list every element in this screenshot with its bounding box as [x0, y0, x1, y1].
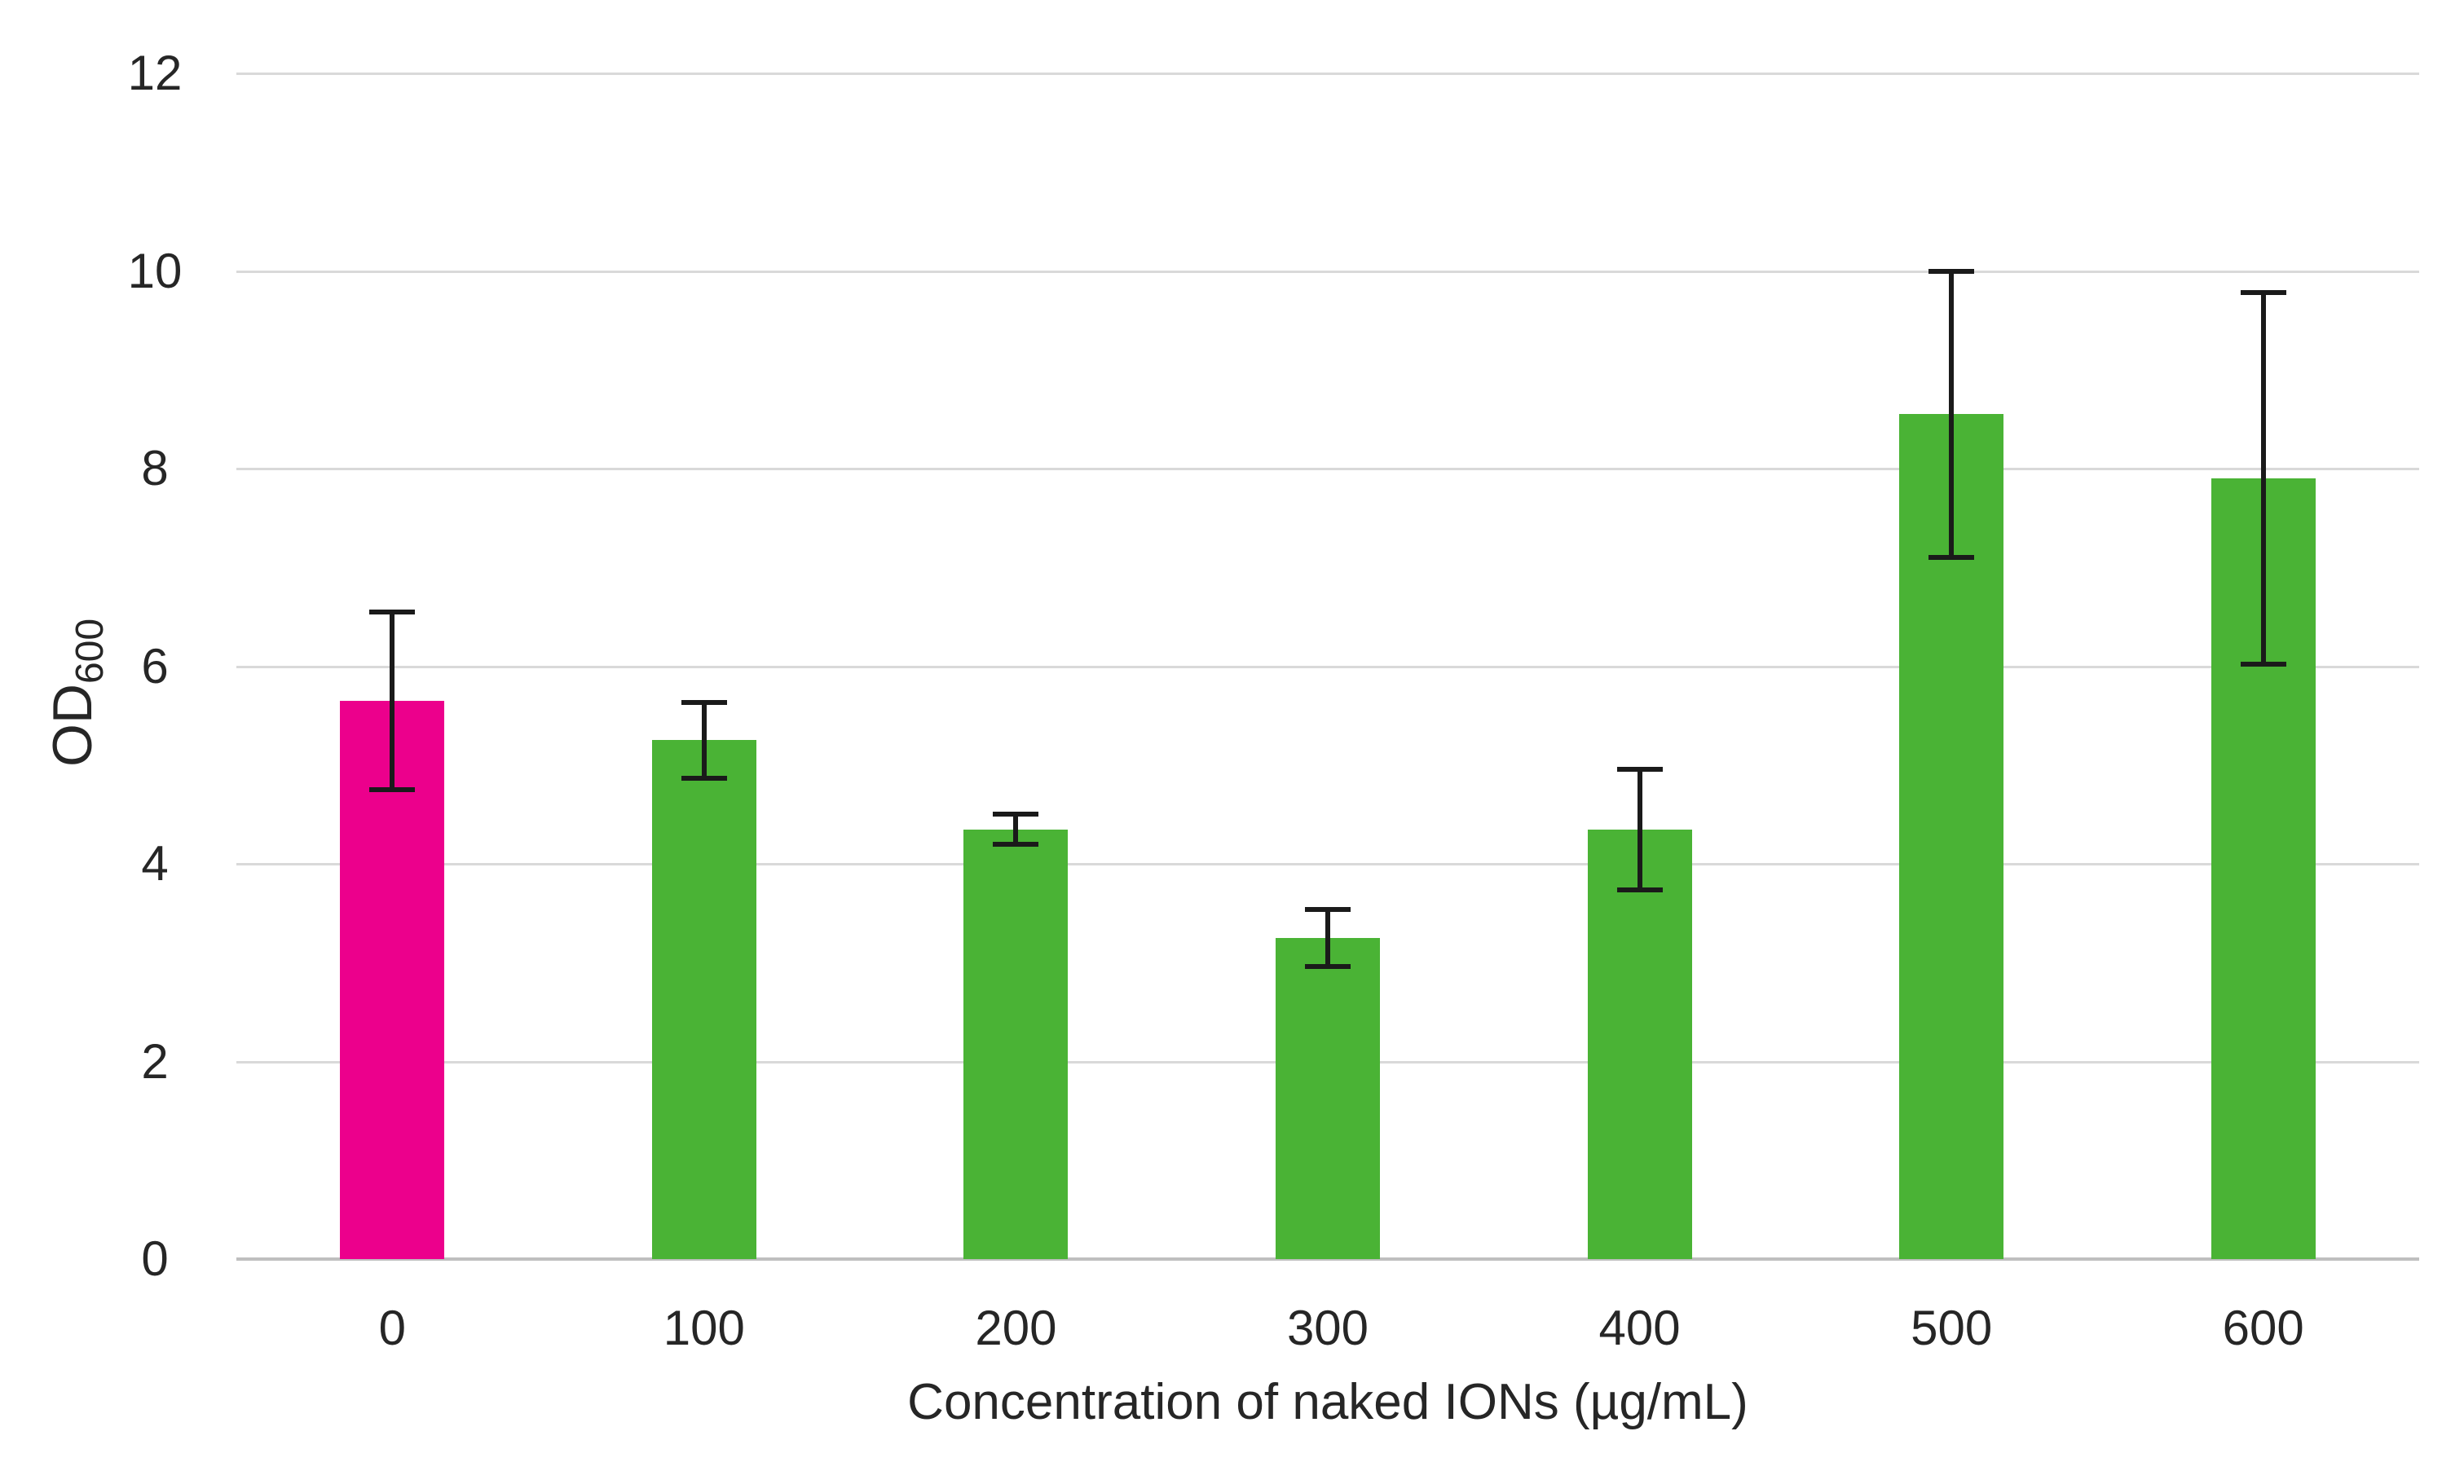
bar-300 [1276, 937, 1380, 1259]
gridline [236, 73, 2419, 75]
error-bar-cap-bottom [2240, 662, 2286, 667]
gridline [236, 468, 2419, 470]
bar-400 [1587, 829, 1692, 1259]
y-tick-label: 10 [127, 243, 183, 298]
error-bar-cap-bottom [993, 841, 1039, 847]
y-tick-label: 6 [141, 638, 169, 694]
error-bar-whisker [1013, 814, 1019, 844]
error-bar-cap-bottom [1928, 555, 1975, 561]
error-bar-cap-top [1928, 268, 1975, 274]
y-tick-label: 12 [127, 46, 183, 100]
bar-200 [963, 829, 1069, 1259]
y-axis-title-main: OD [42, 684, 104, 768]
gridline [236, 863, 2419, 865]
error-bar-whisker [390, 611, 395, 790]
error-bar-whisker [701, 702, 707, 778]
error-bar-cap-top [1305, 906, 1351, 912]
error-bar-cap-bottom [1305, 964, 1351, 970]
x-tick-label: 200 [975, 1301, 1057, 1355]
error-bar-whisker [1949, 271, 1955, 558]
x-tick-label: 400 [1598, 1301, 1681, 1355]
error-bar-cap-top [2240, 290, 2286, 296]
bar-100 [651, 740, 756, 1259]
error-bar-whisker [1637, 768, 1642, 890]
error-bar-whisker [2260, 293, 2266, 665]
error-bar-cap-bottom [681, 775, 727, 781]
x-tick-label: 0 [378, 1301, 406, 1355]
x-tick-label: 300 [1286, 1301, 1369, 1355]
y-tick-label: 8 [141, 441, 169, 495]
gridline [236, 665, 2419, 668]
error-bar-cap-top [993, 812, 1039, 817]
y-tick-label: 4 [141, 836, 169, 891]
error-bar-cap-top [369, 609, 416, 614]
error-bar-cap-bottom [369, 787, 416, 793]
error-bar-whisker [1325, 909, 1330, 967]
x-tick-label: 600 [2222, 1301, 2304, 1355]
error-bar-cap-top [1616, 766, 1663, 772]
y-axis-title: OD600 [42, 618, 112, 768]
x-axis-line [236, 1257, 2419, 1261]
x-axis-title: Concentration of naked IONs (µg/mL) [907, 1374, 1748, 1430]
gridline [236, 270, 2419, 273]
x-tick-label: 500 [1911, 1301, 1993, 1355]
y-tick-label: 0 [141, 1231, 169, 1286]
bar-0 [340, 700, 445, 1259]
y-tick-label: 2 [141, 1033, 169, 1089]
y-axis-title-subscript: 600 [68, 618, 112, 685]
error-bar-cap-bottom [1616, 887, 1663, 892]
error-bar-cap-top [681, 700, 727, 706]
x-tick-label: 100 [663, 1301, 745, 1355]
